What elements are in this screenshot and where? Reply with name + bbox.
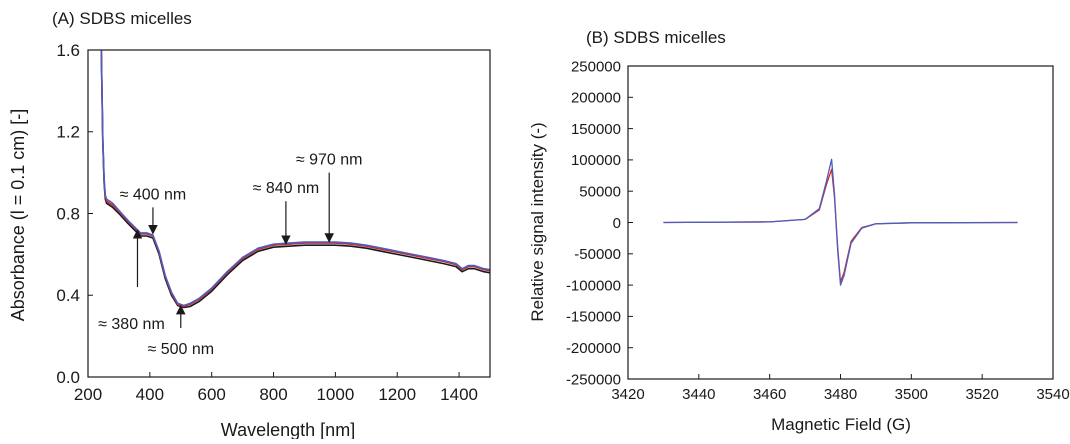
panel-b: (B) SDBS micelles Relative signal intens…	[528, 28, 1070, 434]
panel-b-y-tick-label: 100000	[571, 152, 621, 169]
panel-b-y-tick-label: -50000	[574, 246, 621, 263]
panel-b-y-tick-label: 150000	[571, 121, 621, 138]
panel-a-y-axis-label: Absorbance (l = 0.1 cm) [-]	[8, 109, 28, 322]
panel-b-x-tick-label: 3440	[682, 386, 715, 403]
panel-b-y-axis-label: Relative signal intensity (-)	[528, 122, 547, 321]
panel-b-series-line-1	[663, 168, 1018, 283]
annotation-label: ≈ 500 nm	[147, 341, 214, 358]
panel-a-ticks: 200 400 600 800 1000 1200 1400 0.0 0.4 0.8 1.2 1.6	[56, 41, 478, 404]
panel-a-x-tick-label: 1400	[440, 385, 478, 404]
panel-a-title: (A) SDBS micelles	[52, 9, 192, 28]
panel-b-x-tick-label: 3480	[824, 386, 857, 403]
panel-a-y-tick-label: 0.8	[56, 204, 80, 223]
panel-b-x-tick-label: 3420	[611, 386, 644, 403]
panel-b-x-axis-label: Magnetic Field (G)	[771, 415, 911, 434]
panel-a: (A) SDBS micelles Absorbance (l = 0.1 cm…	[8, 9, 491, 440]
panel-b-x-tick-label: 3520	[965, 386, 998, 403]
annotation-label: ≈ 380 nm	[98, 316, 165, 333]
panel-a-series-line-2	[100, 49, 491, 308]
panel-b-y-tick-label: 50000	[579, 183, 621, 200]
panel-b-y-tick-label: -200000	[566, 340, 621, 357]
panel-a-series-line-1	[100, 49, 491, 309]
panel-a-y-tick-label: 0.0	[56, 368, 80, 387]
panel-a-x-tick-label: 800	[259, 385, 287, 404]
panel-a-x-axis-label: Wavelength [nm]	[221, 420, 355, 439]
panel-b-y-tick-label: 0	[613, 215, 621, 232]
panel-b-x-tick-label: 3500	[895, 386, 928, 403]
panel-a-x-tick-label: 1200	[378, 385, 416, 404]
panel-a-y-tick-label: 1.6	[56, 41, 80, 60]
panel-b-y-tick-label: -250000	[566, 371, 621, 388]
panel-b-x-tick-label: 3460	[753, 386, 786, 403]
panel-b-y-tick-label: -100000	[566, 277, 621, 294]
panel-b-y-tick-label: 200000	[571, 90, 621, 107]
annotation-label: ≈ 840 nm	[253, 180, 320, 197]
panel-b-x-tick-label: 3540	[1036, 386, 1069, 403]
panel-b-series-line-2	[663, 158, 1018, 286]
panel-a-annotations: ≈ 400 nm ≈ 380 nm ≈ 500 nm ≈ 840 nm ≈ 970 nm	[98, 152, 362, 358]
panel-b-y-tick-label: 250000	[571, 58, 621, 75]
panel-a-y-tick-label: 0.4	[56, 286, 80, 305]
panel-b-series	[663, 158, 1018, 286]
panel-a-y-tick-label: 1.2	[56, 123, 80, 142]
panel-a-series	[100, 49, 491, 309]
panel-b-title: (B) SDBS micelles	[586, 28, 726, 47]
panel-b-ticks: 3420 3440 3460 3480 3500 3520 3540 250000 200000…	[566, 58, 1070, 403]
panel-a-plot-frame	[87, 49, 491, 378]
panel-a-x-tick-label: 400	[136, 385, 164, 404]
panel-b-plot-frame	[627, 65, 1054, 380]
panel-a-series-line-3	[100, 49, 491, 307]
panel-a-x-tick-label: 200	[74, 385, 102, 404]
panel-a-x-tick-label: 1000	[316, 385, 354, 404]
panel-b-y-tick-label: -150000	[566, 309, 621, 326]
annotation-label: ≈ 970 nm	[296, 152, 363, 169]
panel-a-x-tick-label: 600	[198, 385, 226, 404]
annotation-label: ≈ 400 nm	[120, 186, 187, 203]
